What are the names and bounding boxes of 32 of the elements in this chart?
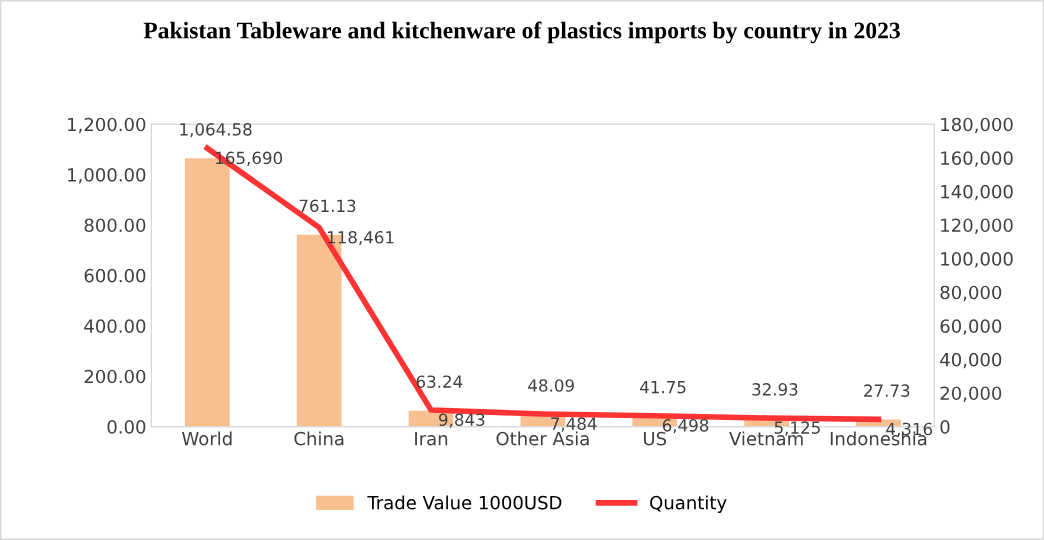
y-tick-label: 400.00 [84, 319, 146, 333]
data-label: 761.13 [299, 199, 356, 213]
x-tick-label: Other Asia [496, 431, 589, 446]
y-tick-label: 1,000.00 [68, 168, 146, 184]
y2-tick-label: 140,000 [941, 184, 1013, 201]
data-label: 41.75 [640, 381, 686, 394]
y2-tick-label: 180,000 [941, 117, 1013, 134]
y-tick-label: 200.00 [84, 369, 146, 384]
data-label: 32.93 [752, 383, 798, 396]
y-tick-label: 1,200.00 [68, 117, 146, 134]
y2-tick-label: 100,000 [941, 252, 1013, 268]
data-label: 1,064.58 [180, 123, 252, 138]
x-tick-label: World [182, 431, 232, 446]
y-tick-label: 800.00 [84, 218, 146, 233]
y2-tick-label: 60,000 [940, 319, 1002, 335]
x-tick-label: Iran [415, 432, 448, 446]
legend-label: Quantity [650, 495, 727, 513]
x-tick-label: China [294, 431, 344, 446]
chart-title: Pakistan Tableware and kitchenware of plastics imports by country in 2023 [143, 21, 900, 44]
y2-tick-label: 0 [940, 420, 950, 434]
y2-tick-label: 40,000 [940, 352, 1002, 369]
y2-tick-label: 160,000 [941, 151, 1013, 167]
data-label: 27.73 [864, 384, 910, 397]
y-tick-label: 600.00 [84, 268, 146, 283]
data-label: 63.24 [416, 375, 463, 388]
y2-tick-label: 20,000 [940, 386, 1002, 402]
y2-tick-label: 80,000 [940, 285, 1002, 302]
data-label: 7,484 [551, 417, 597, 432]
data-label: 48.09 [528, 379, 574, 392]
legend-label: Trade Value 1000USD [367, 495, 562, 510]
y2-tick-label: 120,000 [941, 218, 1013, 234]
y-tick-label: 0.00 [107, 420, 146, 434]
